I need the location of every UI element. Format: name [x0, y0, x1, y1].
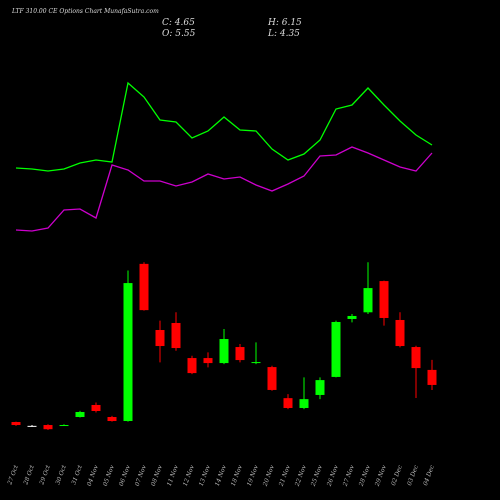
candle-body — [411, 347, 421, 369]
candle-body — [203, 358, 213, 364]
candle-body — [59, 425, 69, 427]
candle-body — [107, 417, 117, 422]
candle-body — [235, 347, 245, 361]
candle-body — [347, 315, 357, 319]
candle-body — [43, 425, 53, 430]
candle-body — [363, 288, 373, 313]
indicator-line — [15, 81, 433, 172]
candle-body — [91, 404, 101, 411]
candle-body — [187, 358, 197, 374]
indicator-line — [15, 146, 433, 232]
candle-body — [11, 422, 21, 426]
candle-body — [395, 319, 405, 347]
low-label: L: 4.35 — [267, 29, 300, 39]
candle-body — [315, 380, 325, 395]
candle-body — [251, 362, 261, 364]
candle-body — [299, 399, 309, 408]
candle-body — [75, 411, 85, 418]
candle-body — [283, 398, 293, 408]
candle-body — [427, 369, 437, 385]
candle-body — [171, 322, 181, 349]
candle-body — [331, 321, 341, 377]
open-label: O: 5.55 — [162, 29, 196, 39]
candle-body — [379, 281, 389, 318]
close-label: C: 4.65 — [162, 18, 195, 28]
candle-body — [139, 263, 149, 311]
candle-body — [219, 339, 229, 364]
candle-body — [155, 330, 165, 347]
candle-body — [267, 367, 277, 390]
candle-body — [123, 283, 133, 422]
candle-body — [27, 425, 37, 427]
chart-title: LTF 310.00 CE Options Chart MunafaSutra.… — [11, 8, 159, 15]
high-label: H: 6.15 — [267, 18, 302, 28]
